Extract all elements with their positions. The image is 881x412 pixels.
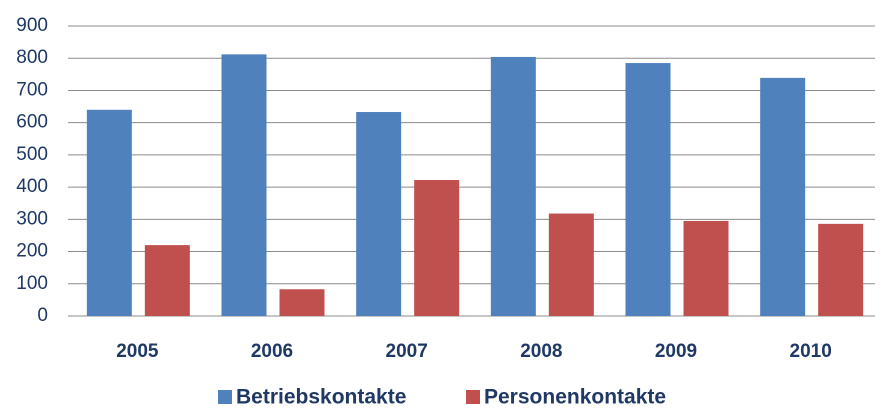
bar [356, 112, 402, 317]
bar [683, 220, 729, 316]
y-tick-label: 600 [16, 112, 48, 133]
x-tick-label: 2007 [386, 341, 428, 362]
x-tick-label: 2005 [116, 341, 159, 362]
x-tick-label: 2006 [251, 341, 293, 362]
bar [221, 54, 267, 316]
y-tick-label: 300 [16, 208, 48, 229]
bar [144, 245, 190, 316]
y-tick-label: 200 [16, 241, 48, 262]
bar [414, 180, 460, 316]
y-tick-label: 700 [16, 79, 48, 100]
bar [818, 223, 864, 316]
x-tick-label: 2008 [520, 341, 562, 362]
y-tick-label: 400 [16, 176, 48, 197]
bar [490, 56, 536, 316]
y-tick-label: 800 [16, 47, 48, 68]
bar [86, 109, 132, 317]
bar [548, 213, 594, 316]
x-tick-label: 2010 [790, 341, 832, 362]
y-tick-label: 900 [16, 15, 48, 36]
legend-label: Personenkontakte [484, 386, 666, 409]
bar [760, 77, 806, 316]
legend-swatch [466, 390, 480, 404]
legend-label: Betriebskontakte [236, 386, 406, 409]
x-tick-label: 2009 [655, 341, 697, 362]
y-tick-label: 0 [37, 305, 48, 326]
legend-swatch [218, 390, 232, 404]
bar [279, 289, 325, 316]
bar [625, 63, 671, 316]
y-tick-label: 500 [16, 144, 48, 165]
y-tick-label: 100 [16, 273, 48, 294]
